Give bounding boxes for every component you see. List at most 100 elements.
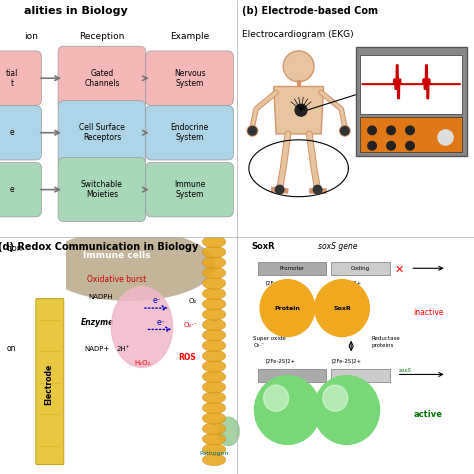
Ellipse shape xyxy=(202,444,226,456)
Circle shape xyxy=(255,375,320,445)
Text: [2Fe-2S]2+: [2Fe-2S]2+ xyxy=(265,359,296,364)
Ellipse shape xyxy=(202,288,226,300)
Text: Oxidative burst: Oxidative burst xyxy=(87,275,146,284)
Text: Cell Surface
Receptors: Cell Surface Receptors xyxy=(79,123,125,142)
Ellipse shape xyxy=(202,319,226,331)
Text: Enzyme: Enzyme xyxy=(81,318,114,327)
Circle shape xyxy=(260,280,315,337)
Text: Pathogen: Pathogen xyxy=(199,451,229,456)
Text: proteins: proteins xyxy=(372,343,394,348)
Text: (b) Electrode-based Com: (b) Electrode-based Com xyxy=(242,6,378,16)
Circle shape xyxy=(248,127,257,135)
Text: NADPH: NADPH xyxy=(88,293,113,300)
FancyBboxPatch shape xyxy=(0,163,41,217)
Ellipse shape xyxy=(202,381,226,393)
Text: Immune
System: Immune System xyxy=(174,180,205,199)
Text: ✕: ✕ xyxy=(394,264,403,275)
Text: Immune cells: Immune cells xyxy=(83,252,151,260)
Text: e⁻: e⁻ xyxy=(156,318,165,327)
Text: Protein: Protein xyxy=(274,306,301,310)
Ellipse shape xyxy=(202,267,226,279)
FancyBboxPatch shape xyxy=(331,262,390,275)
Ellipse shape xyxy=(202,402,226,414)
Text: tial
t: tial t xyxy=(6,69,18,88)
Polygon shape xyxy=(274,87,323,134)
Ellipse shape xyxy=(202,298,226,310)
Circle shape xyxy=(406,126,414,135)
Ellipse shape xyxy=(202,360,226,372)
Text: 2H⁺: 2H⁺ xyxy=(117,346,130,352)
Text: Reception: Reception xyxy=(79,32,125,41)
Text: [2Fe-2S]2+: [2Fe-2S]2+ xyxy=(331,281,362,285)
Text: Reductase: Reductase xyxy=(372,336,401,341)
Text: SoxR: SoxR xyxy=(251,242,274,251)
FancyBboxPatch shape xyxy=(146,106,233,160)
FancyBboxPatch shape xyxy=(360,118,462,152)
Text: [2Fe-2S]2+: [2Fe-2S]2+ xyxy=(265,281,296,285)
FancyBboxPatch shape xyxy=(258,262,326,275)
FancyBboxPatch shape xyxy=(0,106,41,160)
Text: Endocrine
System: Endocrine System xyxy=(171,123,209,142)
Text: Super oxide: Super oxide xyxy=(253,336,286,341)
Text: SoxR: SoxR xyxy=(333,306,351,310)
Ellipse shape xyxy=(202,246,226,258)
FancyBboxPatch shape xyxy=(146,163,233,217)
Text: Promoter: Promoter xyxy=(279,266,305,271)
Text: [2Fe-2S]2+: [2Fe-2S]2+ xyxy=(331,359,362,364)
Circle shape xyxy=(313,185,322,194)
Circle shape xyxy=(323,385,348,411)
Circle shape xyxy=(340,127,349,135)
Ellipse shape xyxy=(202,454,226,465)
Text: H₂O₂: H₂O₂ xyxy=(135,360,151,366)
Text: Switchable
Moieties: Switchable Moieties xyxy=(81,180,123,199)
Circle shape xyxy=(247,126,258,136)
Text: on: on xyxy=(7,344,16,353)
Ellipse shape xyxy=(202,392,226,403)
FancyBboxPatch shape xyxy=(58,46,146,110)
Ellipse shape xyxy=(202,329,226,341)
Text: O₂·⁻: O₂·⁻ xyxy=(183,322,198,328)
Text: active: active xyxy=(414,410,443,419)
Text: tion: tion xyxy=(7,244,23,253)
Circle shape xyxy=(111,287,173,367)
Ellipse shape xyxy=(202,423,226,435)
Circle shape xyxy=(295,104,307,116)
Circle shape xyxy=(275,185,284,194)
Text: Nervous
System: Nervous System xyxy=(174,69,205,88)
Text: e⁻: e⁻ xyxy=(153,296,162,305)
Circle shape xyxy=(218,417,239,446)
Ellipse shape xyxy=(44,230,215,301)
Text: soxS: soxS xyxy=(399,368,412,373)
Text: (d) Redox Communication in Biology: (d) Redox Communication in Biology xyxy=(0,242,198,252)
Ellipse shape xyxy=(202,371,226,383)
Ellipse shape xyxy=(202,277,226,289)
Text: e: e xyxy=(9,185,14,194)
Text: NADP+: NADP+ xyxy=(84,346,109,352)
FancyBboxPatch shape xyxy=(36,299,64,465)
FancyBboxPatch shape xyxy=(58,101,146,165)
Text: ion: ion xyxy=(24,32,37,41)
Text: inactive: inactive xyxy=(413,309,444,317)
FancyBboxPatch shape xyxy=(58,158,146,222)
Ellipse shape xyxy=(202,340,226,352)
Circle shape xyxy=(283,51,314,82)
Text: soxS gene: soxS gene xyxy=(318,242,357,251)
FancyBboxPatch shape xyxy=(258,369,326,382)
Circle shape xyxy=(368,141,376,150)
FancyBboxPatch shape xyxy=(360,55,462,114)
Text: Electrode: Electrode xyxy=(44,363,53,405)
Circle shape xyxy=(368,126,376,135)
Text: Electrocardiogram (EKG): Electrocardiogram (EKG) xyxy=(242,30,353,38)
Circle shape xyxy=(387,126,395,135)
Circle shape xyxy=(314,375,380,445)
Text: O₂·⁻: O₂·⁻ xyxy=(253,343,264,348)
Circle shape xyxy=(264,385,289,411)
FancyBboxPatch shape xyxy=(146,51,233,106)
Text: e: e xyxy=(9,128,14,137)
Ellipse shape xyxy=(202,309,226,320)
Circle shape xyxy=(387,141,395,150)
FancyBboxPatch shape xyxy=(356,47,467,156)
Ellipse shape xyxy=(202,236,226,248)
Circle shape xyxy=(438,130,453,145)
Text: Gated
Channels: Gated Channels xyxy=(84,69,119,88)
